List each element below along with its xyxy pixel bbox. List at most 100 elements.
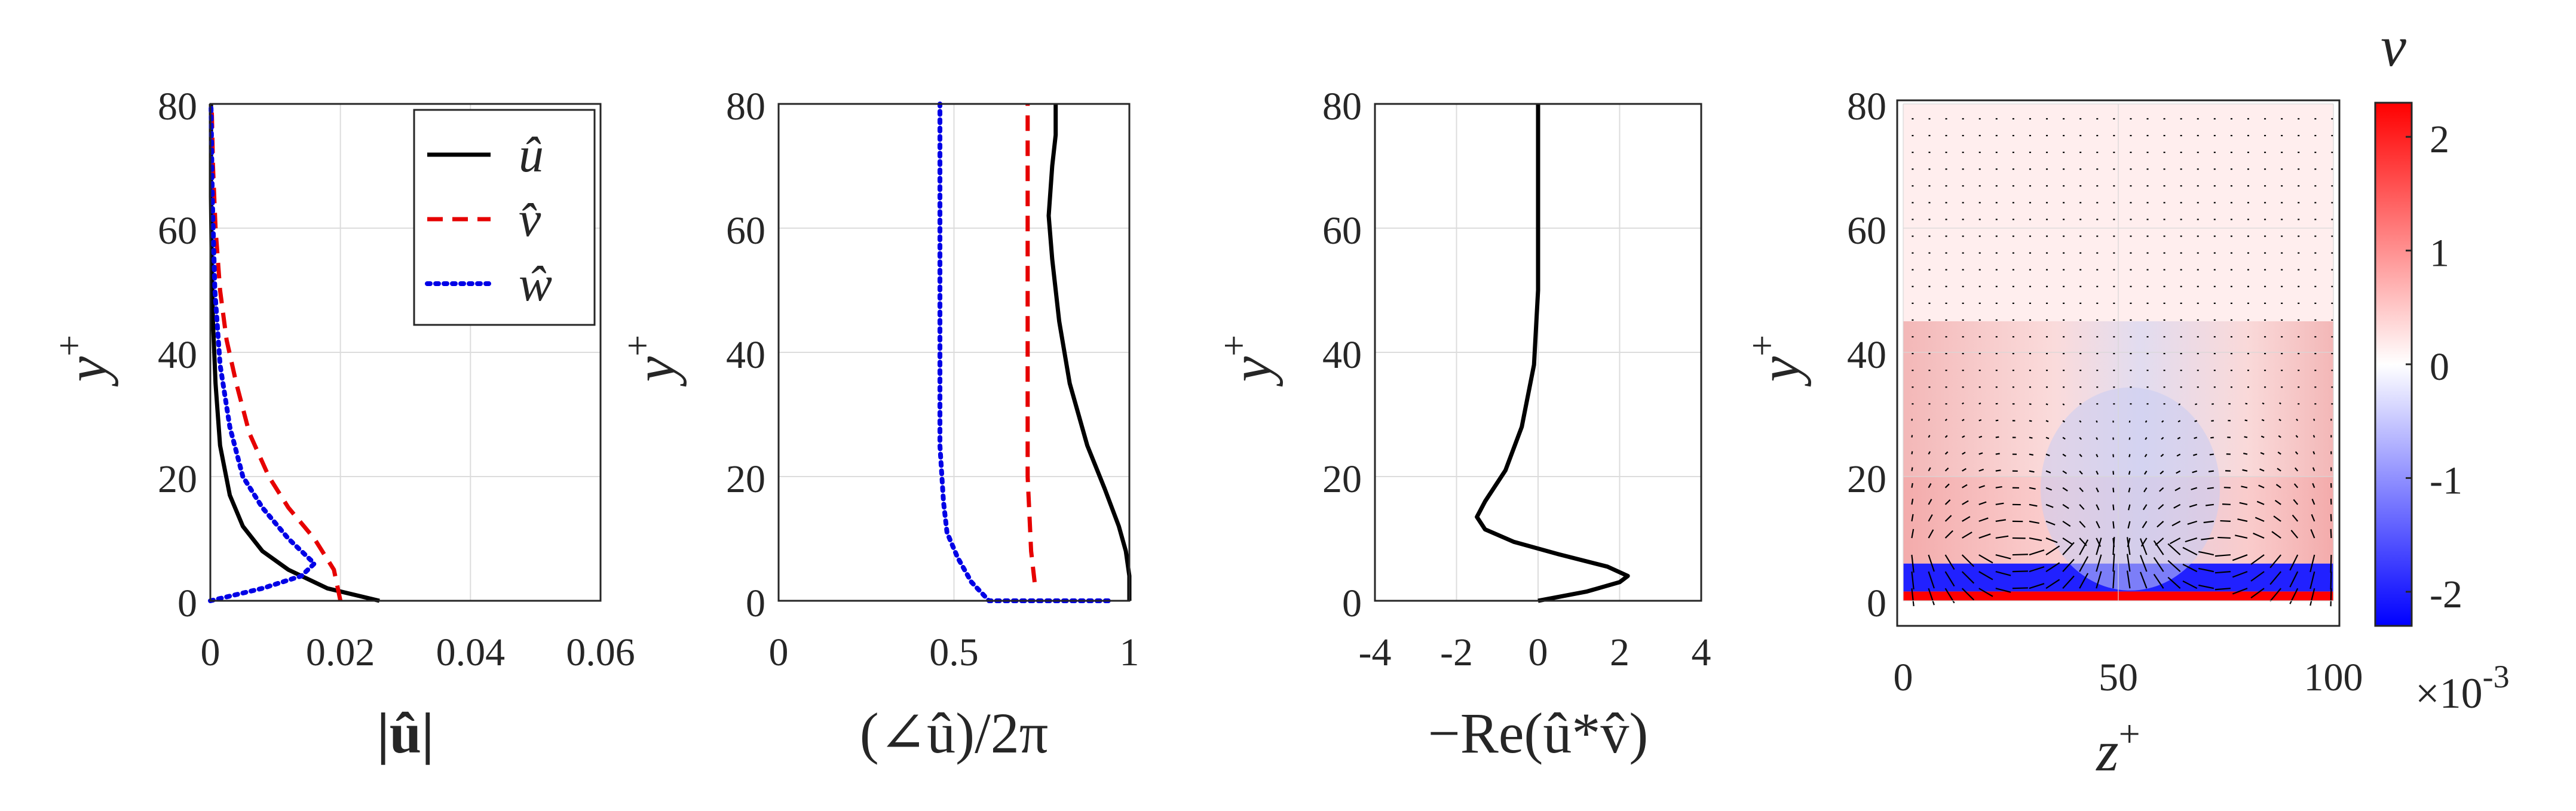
quiver-arrow <box>2217 536 2231 539</box>
quiver-arrow <box>2140 572 2148 589</box>
quiver-arrow <box>2208 470 2214 472</box>
quiver-arrow <box>2062 558 2075 572</box>
quiver-arrow <box>1944 571 1955 587</box>
quiver-arrow <box>1961 588 1975 601</box>
x-tick-label: 1 <box>1120 631 1140 674</box>
quiver-arrow <box>2029 583 2045 589</box>
legend: û v̂ ŵ <box>413 109 596 326</box>
y-tick-label: 40 <box>1322 333 1362 377</box>
quiver-arrow <box>2182 563 2198 573</box>
quiver-arrow <box>2079 470 2083 475</box>
quiver-arrow <box>2079 556 2089 572</box>
quiver-arrow <box>2045 520 2056 526</box>
quiver-arrow <box>2312 435 2315 438</box>
quiver-arrow <box>2167 543 2181 555</box>
quiver-arrow <box>2159 487 2164 492</box>
quiver-arrow <box>2178 403 2181 406</box>
y-axis-label: y+ <box>616 335 687 388</box>
quiver-arrow <box>1962 419 1965 422</box>
y-axis-label-sup: + <box>1212 335 1255 357</box>
quiver-arrow <box>2145 420 2148 423</box>
quiver-arrow <box>1911 514 1914 522</box>
quiver-arrow <box>2182 546 2198 556</box>
quiver-arrow <box>2169 537 2181 545</box>
x-axis-label: |û| <box>377 701 434 765</box>
y-tick-label: 80 <box>158 85 197 128</box>
quiver-arrow <box>2096 537 2102 547</box>
quiver-arrow <box>2250 554 2265 565</box>
x-tick-label: 0 <box>769 631 789 674</box>
quiver-arrow <box>1962 500 1969 505</box>
quiver-arrow <box>1928 588 1935 606</box>
quiver-arrow <box>1944 451 1949 455</box>
quiver-arrow <box>2079 539 2089 555</box>
quiver-arrow <box>2142 521 2148 529</box>
quiver-arrow <box>2079 453 2082 457</box>
legend-label: v̂ <box>519 192 541 247</box>
quiver <box>1911 118 2333 607</box>
quiver-arrow <box>1911 588 1915 607</box>
quiver-arrow <box>2062 420 2065 423</box>
quiver-arrow <box>2144 453 2148 457</box>
quiver-arrow <box>1928 514 1933 522</box>
quiver-arrow <box>2096 521 2100 529</box>
quiver-arrow <box>2096 537 2102 555</box>
quiver-arrow <box>2140 538 2148 555</box>
quiver-arrow <box>2253 532 2265 539</box>
quiver-arrow <box>2096 504 2100 511</box>
quiver-arrow <box>2232 554 2248 561</box>
x-axis-label: (∠û)/2π <box>860 701 1049 765</box>
y-tick-label: 80 <box>1847 85 1886 128</box>
quiver-arrow <box>1995 419 1999 422</box>
quiver-arrow <box>2176 453 2181 457</box>
quiver-arrow <box>2079 504 2085 510</box>
quiver-arrow <box>2330 588 2332 607</box>
quiver-arrow <box>2235 534 2248 539</box>
quiver-arrow <box>2029 566 2045 573</box>
y-tick-label: 20 <box>1322 457 1362 501</box>
quiver-arrow <box>2140 555 2148 572</box>
x-tick-label: 4 <box>1692 631 1711 674</box>
quiver-arrow <box>2160 470 2164 475</box>
quiver-arrow <box>2145 437 2148 440</box>
quiver-arrow <box>1928 435 1931 438</box>
series-line-3 <box>938 102 1111 603</box>
panel-2: 0 0.5 1 0 20 40 60 80 <box>726 85 1140 674</box>
x-axis-label: z+ <box>2095 712 2140 783</box>
quiver-arrow <box>2198 584 2214 589</box>
quiver-arrow <box>1928 467 1931 472</box>
quiver-arrow <box>2079 420 2082 423</box>
quiver-arrow <box>2310 529 2315 539</box>
quiver-arrow <box>2143 487 2148 493</box>
x-axis-label-sup: + <box>2119 712 2140 755</box>
quiver-arrow <box>2256 500 2265 505</box>
quiver-arrow <box>1961 554 1975 567</box>
quiver-arrow <box>2290 530 2299 539</box>
quiver-arrow <box>2096 420 2098 423</box>
quiver-arrow <box>2153 573 2164 589</box>
colorbar-tick-label: -1 <box>2430 459 2462 502</box>
quiver-arrow <box>1911 572 1915 590</box>
quiver-arrow <box>2012 554 2028 556</box>
quiver-arrow <box>2079 573 2089 589</box>
quiver-arrow <box>2029 470 2035 473</box>
quiver-arrow <box>2079 437 2082 440</box>
quiver-arrow <box>2112 554 2115 572</box>
quiver-arrow <box>2255 517 2265 522</box>
quiver-arrow <box>2096 454 2099 457</box>
panel-4: 0 50 100 0 20 40 60 80 z+ -2 -1 0 1 2v ×10-3 <box>1847 14 2510 783</box>
x-tick-label: 100 <box>2304 656 2363 699</box>
quiver-arrow <box>2189 503 2198 508</box>
quiver-arrow <box>2274 499 2281 505</box>
quiver-arrow <box>2293 483 2299 489</box>
quiver-arrow <box>2126 570 2131 589</box>
quiver-arrow <box>1928 451 1931 455</box>
quiver-arrow <box>2029 420 2032 422</box>
quiver-arrow <box>1928 418 1931 421</box>
quiver-arrow <box>2062 503 2069 509</box>
quiver-arrow <box>2242 469 2248 472</box>
quiver-arrow <box>2198 567 2214 573</box>
quiver-arrow <box>1978 452 1983 455</box>
quiver-arrow <box>1944 483 1950 489</box>
